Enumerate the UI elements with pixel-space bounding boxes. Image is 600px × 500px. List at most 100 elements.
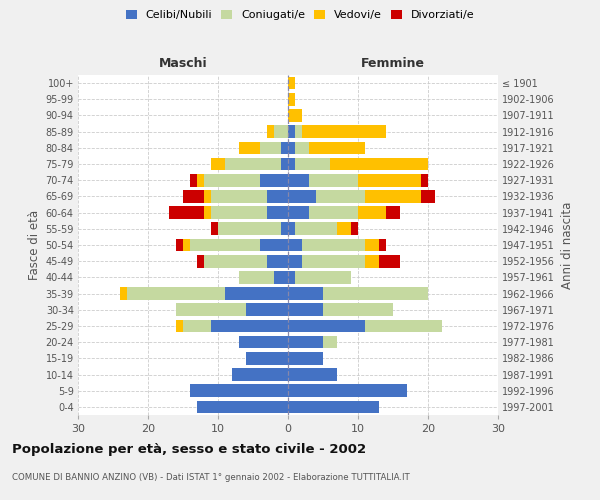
Bar [190,238,260,252]
Bar [358,206,386,219]
Bar [183,238,190,252]
Bar [246,352,288,364]
Bar [288,77,295,90]
Bar [211,320,288,332]
Bar [281,158,288,170]
Bar [295,158,330,170]
Bar [211,190,267,202]
Bar [421,190,435,202]
Bar [288,109,302,122]
Bar [176,238,183,252]
Bar [309,174,358,186]
Text: Popolazione per età, sesso e stato civile - 2002: Popolazione per età, sesso e stato civil… [12,442,366,456]
Bar [281,222,288,235]
Bar [288,206,309,219]
Bar [190,384,288,397]
Bar [302,255,365,268]
Bar [358,174,421,186]
Bar [288,304,323,316]
Bar [421,174,428,186]
Bar [260,238,288,252]
Bar [232,368,288,381]
Bar [267,255,288,268]
Bar [288,320,365,332]
Bar [288,255,302,268]
Bar [295,126,302,138]
Bar [330,158,428,170]
Bar [267,190,288,202]
Legend: Celibi/Nubili, Coniugati/e, Vedovi/e, Divorziati/e: Celibi/Nubili, Coniugati/e, Vedovi/e, Di… [121,6,479,25]
Bar [197,174,204,186]
Bar [204,174,260,186]
Bar [302,238,365,252]
Bar [365,238,379,252]
Bar [288,368,337,381]
Bar [288,336,323,348]
Bar [316,190,365,202]
Y-axis label: Fasce di età: Fasce di età [28,210,41,280]
Bar [204,206,211,219]
Bar [288,174,309,186]
Bar [169,206,204,219]
Bar [295,222,337,235]
Bar [176,304,246,316]
Bar [225,288,288,300]
Bar [365,190,421,202]
Bar [267,126,274,138]
Text: COMUNE DI BANNIO ANZINO (VB) - Dati ISTAT 1° gennaio 2002 - Elaborazione TUTTITA: COMUNE DI BANNIO ANZINO (VB) - Dati ISTA… [12,472,410,482]
Bar [288,271,295,283]
Bar [323,288,428,300]
Y-axis label: Anni di nascita: Anni di nascita [560,202,574,288]
Bar [204,190,211,202]
Bar [239,142,260,154]
Bar [176,320,183,332]
Bar [183,320,211,332]
Bar [295,142,309,154]
Bar [288,158,295,170]
Bar [197,400,288,413]
Bar [386,206,400,219]
Bar [309,142,365,154]
Bar [197,255,204,268]
Bar [309,206,358,219]
Bar [288,222,295,235]
Bar [365,255,379,268]
Bar [120,288,127,300]
Bar [302,126,386,138]
Bar [295,271,351,283]
Bar [218,222,281,235]
Bar [239,336,288,348]
Bar [365,320,442,332]
Bar [288,190,316,202]
Bar [288,142,295,154]
Bar [183,190,204,202]
Bar [288,400,379,413]
Bar [288,238,302,252]
Bar [288,384,407,397]
Bar [211,158,225,170]
Bar [127,288,225,300]
Bar [260,142,281,154]
Bar [323,304,393,316]
Text: Femmine: Femmine [361,57,425,70]
Bar [246,304,288,316]
Bar [288,93,295,106]
Bar [379,255,400,268]
Bar [225,158,281,170]
Bar [281,142,288,154]
Bar [337,222,351,235]
Bar [211,222,218,235]
Bar [351,222,358,235]
Bar [239,271,274,283]
Bar [190,174,197,186]
Bar [288,352,323,364]
Bar [288,288,323,300]
Bar [204,255,267,268]
Bar [274,126,288,138]
Bar [267,206,288,219]
Bar [211,206,267,219]
Text: Maschi: Maschi [158,57,208,70]
Bar [379,238,386,252]
Bar [260,174,288,186]
Bar [274,271,288,283]
